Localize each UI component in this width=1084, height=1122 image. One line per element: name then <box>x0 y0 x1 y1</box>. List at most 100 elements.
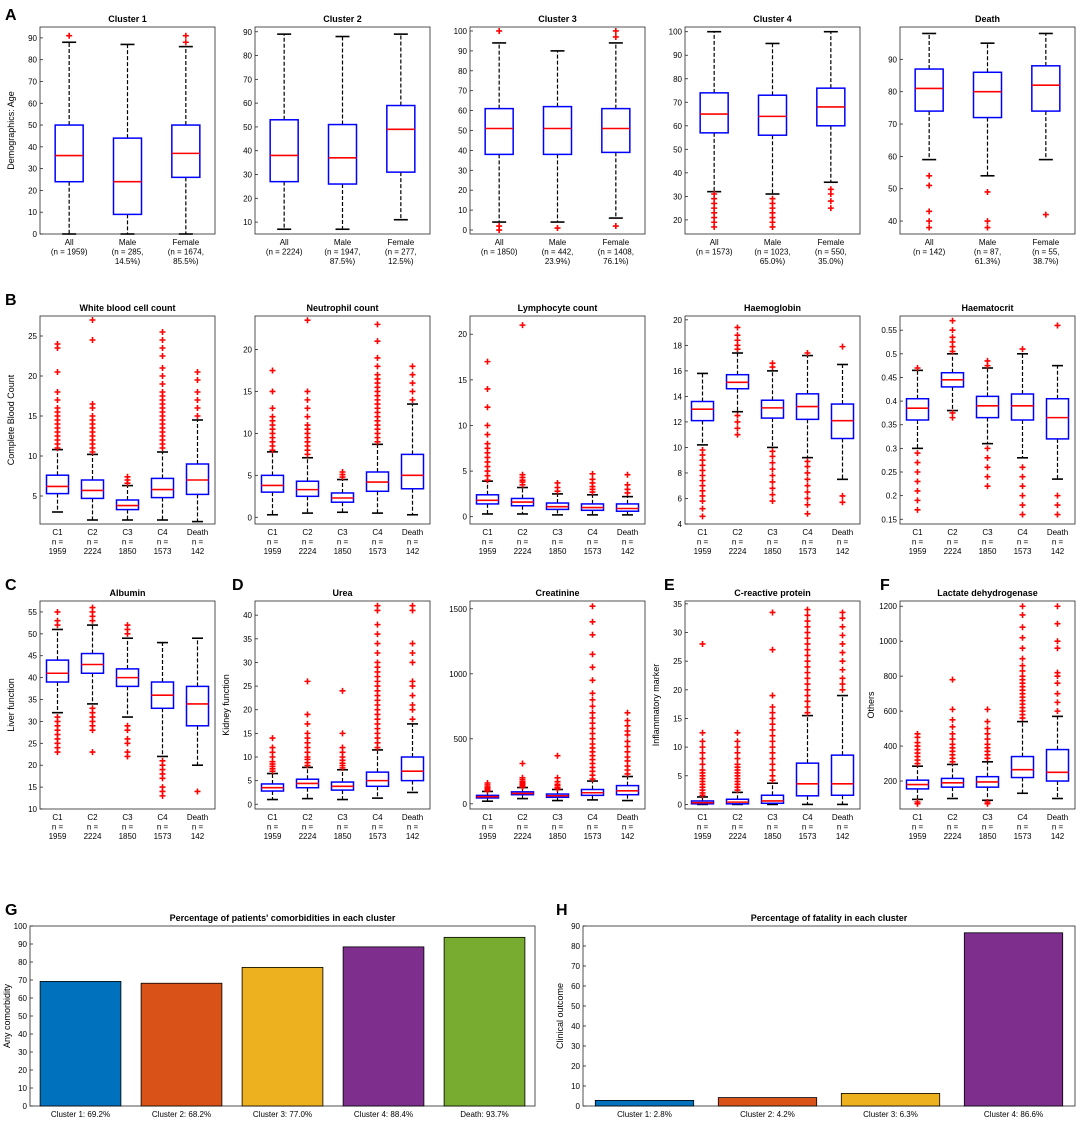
y-tick-label: 0.45 <box>881 373 897 382</box>
y-tick-label: 8 <box>678 469 683 478</box>
x-tick-label: 2224 <box>299 547 317 556</box>
outlier-marker <box>949 723 956 730</box>
outlier-marker <box>124 735 131 742</box>
bar-category-label: Cluster 4: 88.4% <box>354 1110 413 1119</box>
outlier-marker <box>804 482 811 489</box>
x-tick-label: C2 <box>947 528 958 537</box>
outlier-marker <box>1019 464 1026 471</box>
outlier-marker <box>804 640 811 647</box>
y-tick-label: 1000 <box>879 637 897 646</box>
x-tick-label: n = <box>697 538 709 547</box>
x-tick-label: 2224 <box>729 832 747 841</box>
x-tick-label: Male <box>549 238 567 247</box>
outlier-marker <box>914 799 921 806</box>
y-tick-label: 80 <box>888 88 897 97</box>
outlier-marker <box>159 365 166 371</box>
box-2: Male(n = 1947,87.5%) <box>324 35 361 266</box>
x-tick-label: Female <box>602 238 629 247</box>
y-tick-label: 80 <box>673 75 682 84</box>
bar-4 <box>342 946 425 1107</box>
x-tick-label: (n = 550, <box>815 248 847 257</box>
outlier-marker <box>496 27 503 34</box>
y-tick-label: 90 <box>28 34 37 43</box>
outlier-marker <box>589 470 596 477</box>
outlier-marker <box>699 482 706 489</box>
x-tick-label: n = <box>587 538 599 547</box>
outlier-marker <box>949 730 956 737</box>
y-tick-label: 20 <box>673 216 682 225</box>
x-tick-label: n = <box>372 538 384 547</box>
x-tick-label: 1850 <box>549 832 567 841</box>
y-tick-label: 5 <box>678 772 683 781</box>
chart-title: Haematocrit <box>961 303 1013 313</box>
panel-letter-H: H <box>556 902 568 919</box>
box-2: C2n =2224 <box>510 760 535 841</box>
outlier-marker <box>54 608 61 615</box>
y-tick-label: 55 <box>28 608 37 617</box>
outlier-marker <box>519 471 526 478</box>
y-tick-label: 10 <box>673 743 682 752</box>
y-tick-label: 0 <box>463 226 468 235</box>
outlier-marker <box>769 744 776 751</box>
outlier-marker <box>159 337 166 343</box>
outlier-marker <box>769 195 776 202</box>
box-3: C3n =1850 <box>545 479 570 556</box>
box-2: C2n =2224 <box>725 729 750 841</box>
outlier-marker <box>339 730 346 737</box>
outlier-marker <box>769 498 776 505</box>
x-tick-label: n = <box>267 823 279 832</box>
outlier-marker <box>804 476 811 483</box>
outlier-marker <box>589 741 596 747</box>
chart-title: Lymphocyte count <box>518 303 598 313</box>
y-tick-label: 0.55 <box>881 326 897 335</box>
outlier-marker <box>409 380 416 387</box>
outlier-marker <box>1019 662 1026 669</box>
x-tick-label: C4 <box>372 813 383 822</box>
x-tick-label: C2 <box>517 528 528 537</box>
outlier-marker <box>914 469 921 475</box>
box-3: Female(n = 55,38.7%) <box>1031 32 1061 266</box>
outlier-marker <box>589 690 596 697</box>
outlier-marker <box>194 369 201 375</box>
box-4: C4n =1573 <box>580 603 605 841</box>
outlier-marker <box>914 478 921 485</box>
y-tick-label: 30 <box>243 171 252 180</box>
outlier-marker <box>804 669 811 676</box>
outlier-marker <box>699 755 706 762</box>
iqr-box <box>1045 748 1070 782</box>
outlier-marker <box>699 505 706 512</box>
outlier-marker <box>769 709 776 716</box>
outlier-marker <box>409 602 416 609</box>
x-tick-label: C3 <box>337 528 348 537</box>
y-tick-label: 40 <box>243 147 252 156</box>
x-tick-label: n = <box>122 538 134 547</box>
box-2: C2n =2224 <box>940 676 965 841</box>
chart-title: C-reactive protein <box>734 588 811 598</box>
y-tick-label: 5 <box>248 777 253 786</box>
x-tick-label: All <box>65 238 74 247</box>
chart-title: White blood cell count <box>80 303 176 313</box>
box-1: C1n =1959 <box>475 358 500 556</box>
outlier-marker <box>124 749 131 756</box>
box-4: C4n =1573 <box>1010 346 1035 556</box>
x-tick-label: C1 <box>52 813 63 822</box>
y-tick-label: 70 <box>571 962 580 971</box>
outlier-marker <box>89 337 96 343</box>
outlier-marker <box>159 353 166 359</box>
x-tick-label: 142 <box>191 832 205 841</box>
iqr-box <box>327 123 358 185</box>
outlier-marker <box>984 357 991 364</box>
outlier-marker <box>949 334 956 341</box>
outlier-marker <box>734 729 741 736</box>
outlier-marker <box>589 603 596 610</box>
bar-1 <box>39 981 122 1107</box>
y-axis-label: Kidney function <box>221 674 231 736</box>
x-tick-label: Male <box>334 238 352 247</box>
outlier-marker <box>926 218 933 225</box>
x-tick-label: C3 <box>337 813 348 822</box>
outlier-marker <box>769 459 776 466</box>
box-1: All(n = 142) <box>913 32 946 257</box>
outlier-marker <box>769 772 776 779</box>
